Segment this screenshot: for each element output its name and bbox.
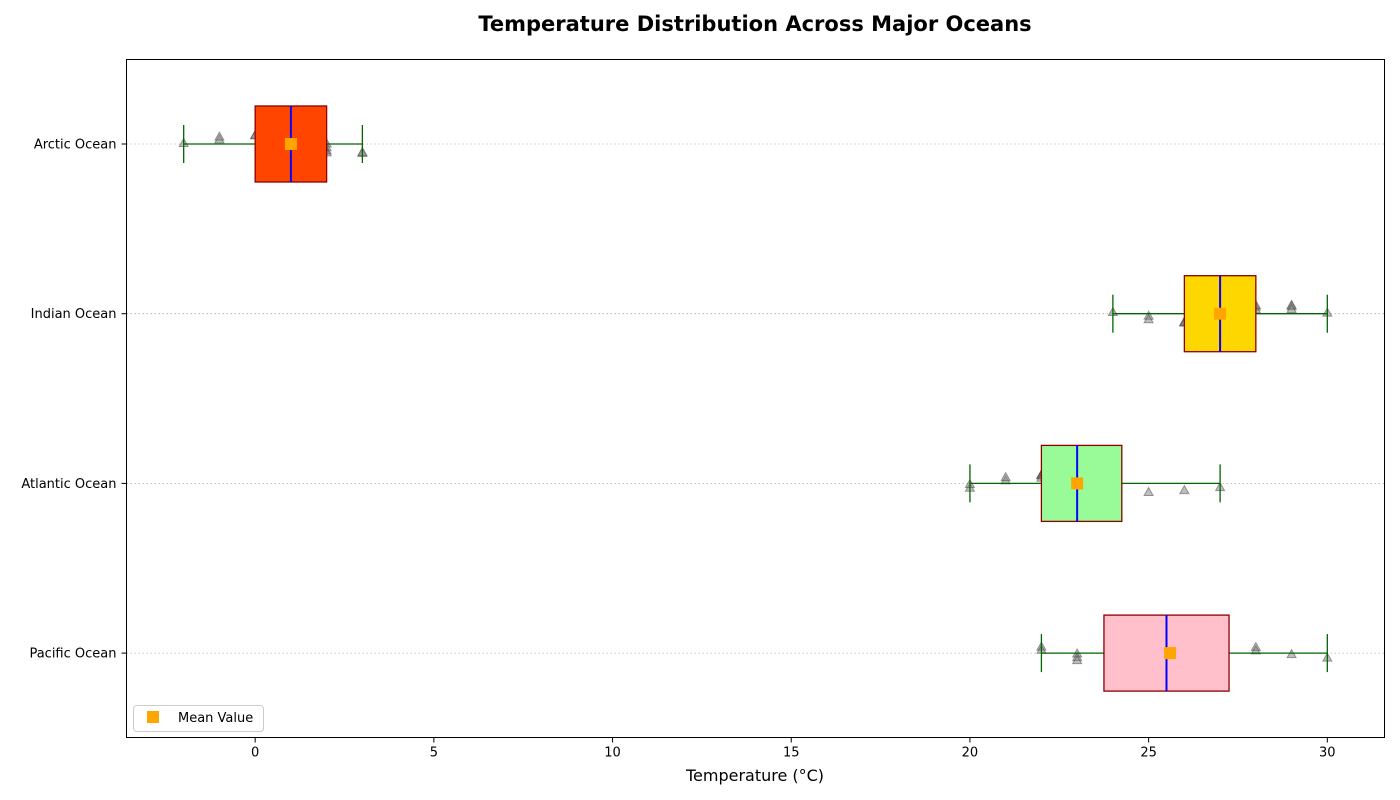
legend-label: Mean Value [178,711,253,726]
x-tick-label: 20 [962,746,979,761]
box-plots [183,105,1328,692]
mean-marker [284,138,297,150]
legend-frame [133,705,264,732]
mean-marker [1164,647,1177,660]
data-point [1179,484,1190,495]
x-tick-label: 15 [783,746,800,761]
box-group-indian-ocean [1112,275,1328,353]
x-axis-label: Temperature (°C) [685,766,824,785]
x-tick-label: 0 [251,746,259,761]
box-group-arctic-ocean [183,105,364,183]
mean-marker [1214,307,1227,320]
chart-title: Temperature Distribution Across Major Oc… [478,12,1031,36]
data-point [1071,654,1083,665]
data-point [214,131,225,141]
grid-lines [126,143,1385,654]
y-tick-label: Indian Ocean [31,307,117,322]
x-tick-label: 25 [1140,746,1157,761]
legend-mean-marker [147,711,159,723]
x-tick-label: 30 [1319,746,1336,761]
data-point [1286,303,1297,314]
y-axis-ticks: Arctic Ocean Indian Ocean Atlantic Ocean Pa… [21,138,127,662]
data-point [1250,644,1262,655]
data-point [1000,471,1012,482]
y-tick-label: Atlantic Ocean [21,477,116,492]
x-tick-label: 5 [430,746,438,761]
data-point [1143,313,1154,324]
jitter-points [178,129,1333,666]
x-tick-label: 10 [604,746,621,761]
data-point [1143,486,1154,497]
box-group-pacific-ocean [1040,614,1328,692]
legend[interactable]: Mean Value [133,705,264,732]
mean-marker [1071,477,1084,490]
x-axis-ticks: 0 5 10 15 20 25 30 [251,737,1336,761]
y-tick-label: Arctic Ocean [34,138,117,153]
y-tick-label: Pacific Ocean [29,647,116,662]
box-group-atlantic-ocean [969,444,1221,523]
plot-frame [126,59,1385,738]
